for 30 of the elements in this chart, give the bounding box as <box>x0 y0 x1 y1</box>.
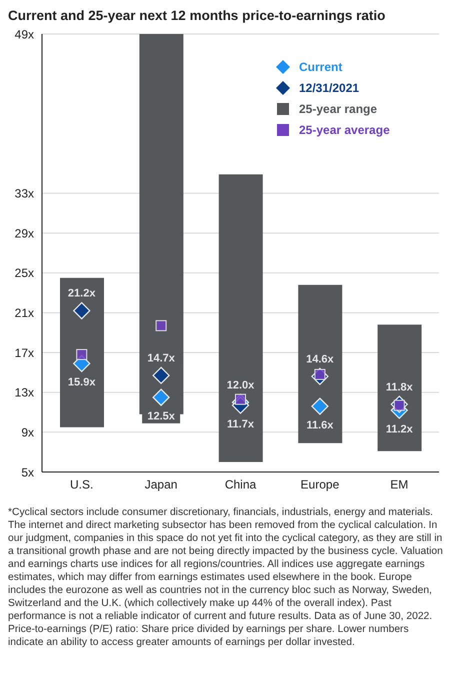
legend-label: 25-year range <box>299 102 378 116</box>
y-tick-label: 17x <box>14 346 34 360</box>
legend-label: 12/31/2021 <box>299 80 360 94</box>
chart-title: Current and 25-year next 12 months price-to-earnings ratio <box>8 8 386 25</box>
text: *Cyclical sectors include consumer discretionary, financials, industrials, energy and materials. The internet and direct marketing subsector has been removed from the cyclical calculation. In our judgment, companies in this space do not yet fit into the cyclical category, as they are still in a transitional growth phase and are not being directly impacted by the business cycle. Valuation and earnings charts use indices for all regions/countries. All indices use aggregate earnings estimates, which may differ from earnings estimates used elsewhere in the book. Europe includes the eurozone as well as countries not in the currency bloc such as Norway, Sweden, Switzerland and the U.K. (which collectively make up 44% of the overall index). Past performance is not a reliable indicator of current and future results. Data as of June 30, 2022. Price-to-earnings (P/E) ratio: Share price divided by earnings per share. Lower numbers indicate an ability to access greater amounts of earnings per dollar invested. <box>8 507 443 648</box>
data-label: 14.7x <box>147 352 176 364</box>
y-tick-label: 21x <box>14 306 34 320</box>
x-tick-label: U.S. <box>70 478 94 492</box>
legend-label: Current <box>299 60 342 74</box>
legend-label: 25-year average <box>299 122 390 136</box>
data-label: 14.6x <box>306 353 335 366</box>
data-label: 12.0x <box>226 379 256 392</box>
data-label: 12.5x <box>147 410 176 422</box>
x-tick-label: China <box>224 478 256 492</box>
data-label: 11.2x <box>386 423 414 436</box>
y-tick-label: 25x <box>14 266 34 280</box>
y-tick-label: 5x <box>21 465 34 480</box>
y-tick-label: 29x <box>14 226 34 240</box>
y-tick-label: 33x <box>14 186 34 201</box>
data-label: 21.2x <box>68 288 96 300</box>
data-label: 11.8x <box>386 381 414 394</box>
y-tick-label: 13x <box>14 386 34 400</box>
data-label: 11.6x <box>306 419 334 432</box>
data-label: 15.9x <box>68 376 96 388</box>
x-tick-label: EM <box>390 478 408 492</box>
y-tick-label: 49x <box>14 27 34 42</box>
x-tick-label: Japan <box>144 478 178 492</box>
x-tick-label: Europe <box>300 478 340 492</box>
data-label: 11.7x <box>227 418 255 430</box>
y-tick-label: 9x <box>21 425 34 440</box>
